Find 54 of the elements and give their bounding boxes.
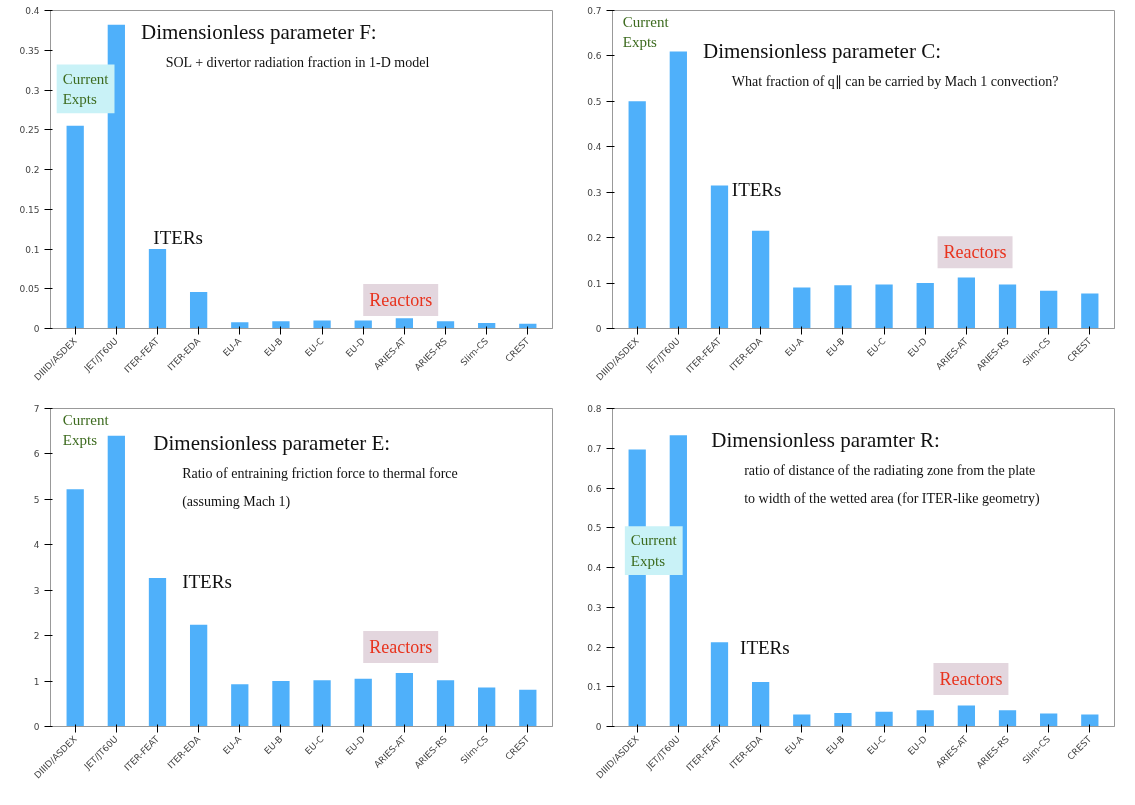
text: SOL + divertor radiation fraction in 1-D model (165, 55, 430, 71)
y-tick-label: 0.6 (587, 483, 602, 494)
y-tick-label: 0.3 (587, 187, 602, 198)
annotation: Current Expts (62, 411, 110, 449)
y-tick-label: 0.1 (25, 244, 40, 255)
annotation: Current Expts (630, 532, 678, 569)
annotation: ITERs (731, 179, 782, 201)
y-tick-label: 0.15 (19, 204, 40, 215)
y-tick-label: 0.7 (587, 443, 602, 454)
y-tick-label: 0.05 (19, 284, 40, 295)
y-tick-label: 1 (33, 676, 40, 687)
y-tick-label: 7 (33, 404, 40, 414)
text: Ratio of entraining friction force to thermal force (assuming Mach 1) (182, 465, 458, 511)
text: ratio of distance of the radiating zone from the plate to width of the wetted area (for ITER-like geometry) (744, 462, 1040, 508)
y-tick-label: 0.3 (25, 85, 40, 96)
y-tick-label: 0.2 (587, 642, 602, 653)
text: Dimensionless parameter F: (141, 20, 377, 45)
y-tick-label: 3 (33, 585, 40, 596)
y-tick-label: 0 (33, 324, 40, 334)
y-tick-label: 0.1 (587, 278, 602, 289)
annotation: Reactors (369, 289, 433, 310)
y-tick-label: 2 (33, 631, 40, 642)
annotation: Reactors (939, 668, 1003, 689)
y-tick-label: 0.4 (587, 563, 602, 573)
y-tick-label: 0 (33, 722, 40, 732)
y-tick-label: 0.5 (587, 523, 602, 534)
y-tick-label: 0.35 (19, 45, 40, 56)
y-tick-label: 0 (595, 324, 602, 334)
text: Dimensionless parameter C: (703, 39, 941, 64)
y-tick-label: 0.7 (587, 6, 602, 16)
y-tick-label: 5 (33, 494, 40, 505)
annotation: Current Expts (62, 70, 110, 108)
y-tick-label: 0.6 (587, 51, 602, 62)
annotation: Reactors (369, 637, 433, 658)
y-tick-label: 0.5 (587, 96, 602, 107)
annotation: ITERs (182, 570, 232, 592)
y-tick-label: 0.4 (25, 6, 40, 16)
annotation: Reactors (943, 242, 1007, 263)
y-tick-label: 0.3 (587, 602, 602, 613)
annotation: ITERs (740, 637, 790, 659)
y-tick-label: 0.1 (587, 682, 602, 693)
y-tick-label: 0.2 (25, 165, 40, 175)
y-tick-label: 6 (33, 449, 40, 460)
text: Dimensionless parameter E: (153, 430, 391, 455)
y-tick-label: 0.25 (19, 125, 40, 136)
y-tick-label: 0 (595, 722, 602, 732)
y-tick-label: 4 (33, 540, 40, 551)
text: What fraction of q∥ can be carried by Mach 1 convection? (731, 74, 1059, 90)
text: Dimensionless paramter R: (711, 427, 940, 452)
y-tick-label: 0.2 (587, 233, 602, 244)
annotation: ITERs (153, 226, 203, 248)
y-tick-label: 0.4 (587, 142, 602, 153)
y-tick-label: 0.8 (587, 404, 602, 414)
annotation: Current Expts (622, 13, 670, 51)
